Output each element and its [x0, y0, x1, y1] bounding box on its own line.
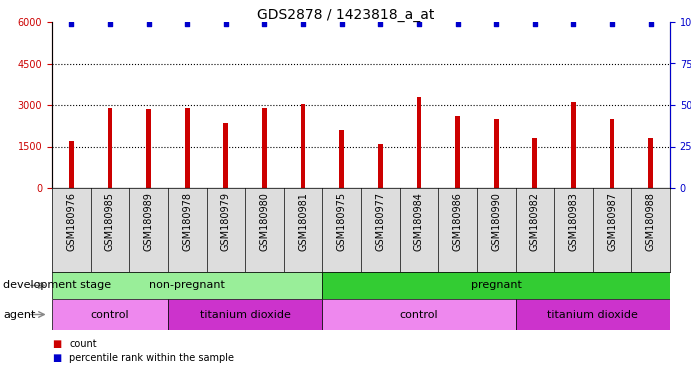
Text: development stage: development stage: [3, 280, 111, 291]
Bar: [323, 299, 515, 330]
Point: [182, 22, 193, 28]
Text: GSM180978: GSM180978: [182, 192, 192, 251]
Text: ■: ■: [52, 353, 61, 363]
Bar: [52, 272, 323, 299]
Text: GSM180983: GSM180983: [569, 192, 578, 251]
Text: non-pregnant: non-pregnant: [149, 280, 225, 291]
Bar: [494, 119, 498, 188]
Text: GSM180979: GSM180979: [221, 192, 231, 251]
Point: [259, 22, 270, 28]
Text: GSM180990: GSM180990: [491, 192, 501, 251]
Bar: [108, 108, 112, 188]
Bar: [515, 299, 670, 330]
Point: [491, 22, 502, 28]
Text: ■: ■: [52, 339, 61, 349]
Text: GSM180984: GSM180984: [414, 192, 424, 251]
Point: [143, 22, 154, 28]
Bar: [648, 138, 653, 188]
Text: GSM180986: GSM180986: [453, 192, 462, 251]
Text: GSM180982: GSM180982: [530, 192, 540, 251]
Point: [645, 22, 656, 28]
Text: control: control: [399, 310, 438, 319]
Text: control: control: [91, 310, 129, 319]
Point: [220, 22, 231, 28]
Text: GDS2878 / 1423818_a_at: GDS2878 / 1423818_a_at: [257, 8, 434, 22]
Text: GSM180987: GSM180987: [607, 192, 617, 251]
Point: [607, 22, 618, 28]
Text: GSM180976: GSM180976: [66, 192, 76, 251]
Bar: [533, 138, 537, 188]
Text: GSM180985: GSM180985: [105, 192, 115, 251]
Text: GSM180988: GSM180988: [645, 192, 656, 251]
Text: GSM180989: GSM180989: [144, 192, 153, 251]
Text: agent: agent: [3, 310, 36, 319]
Text: GSM180981: GSM180981: [298, 192, 308, 251]
Text: GSM180980: GSM180980: [259, 192, 269, 251]
Point: [452, 22, 463, 28]
Bar: [571, 102, 576, 188]
Bar: [223, 123, 228, 188]
Point: [66, 22, 77, 28]
Bar: [146, 109, 151, 188]
Bar: [323, 272, 670, 299]
Bar: [378, 144, 383, 188]
Point: [375, 22, 386, 28]
Bar: [455, 116, 460, 188]
Bar: [69, 141, 74, 188]
Point: [413, 22, 424, 28]
Text: GSM180977: GSM180977: [375, 192, 386, 251]
Text: count: count: [69, 339, 97, 349]
Point: [104, 22, 115, 28]
Point: [336, 22, 347, 28]
Text: titanium dioxide: titanium dioxide: [547, 310, 638, 319]
Text: percentile rank within the sample: percentile rank within the sample: [69, 353, 234, 363]
Bar: [52, 299, 168, 330]
Point: [568, 22, 579, 28]
Bar: [417, 97, 422, 188]
Text: pregnant: pregnant: [471, 280, 522, 291]
Bar: [609, 119, 614, 188]
Bar: [301, 104, 305, 188]
Bar: [339, 130, 344, 188]
Point: [529, 22, 540, 28]
Bar: [185, 108, 189, 188]
Bar: [262, 108, 267, 188]
Text: titanium dioxide: titanium dioxide: [200, 310, 290, 319]
Point: [298, 22, 309, 28]
Bar: [168, 299, 323, 330]
Text: GSM180975: GSM180975: [337, 192, 347, 251]
